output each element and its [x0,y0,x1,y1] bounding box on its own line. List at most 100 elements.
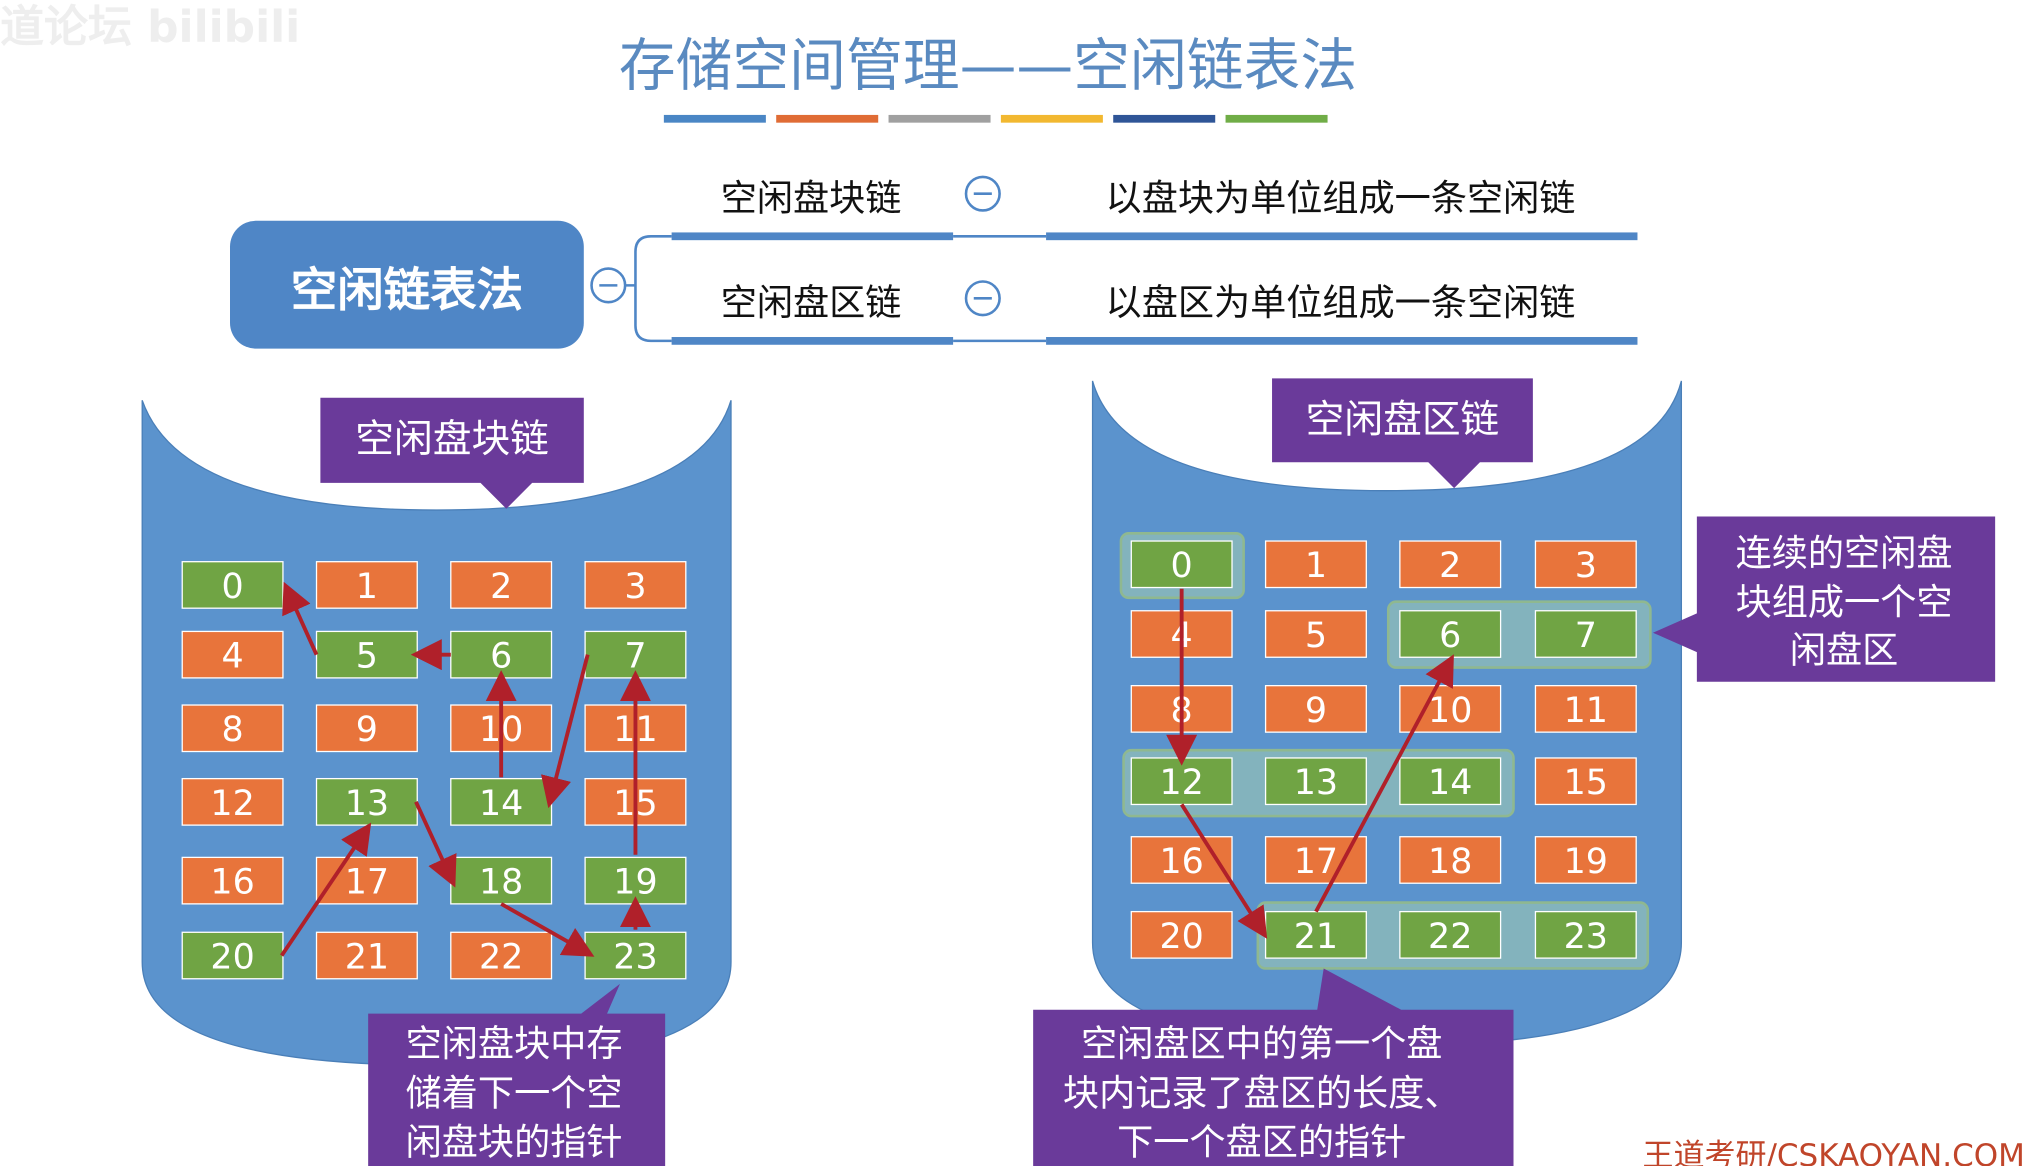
block-number: 14 [1428,763,1472,803]
free-block [1264,757,1367,806]
block-number: 0 [1171,546,1193,586]
title-underline [663,114,1328,123]
block-number: 2 [1439,546,1461,586]
free-block [584,931,687,980]
block-number: 21 [345,937,389,977]
used-block [315,931,418,980]
pointer-arrow [280,822,372,957]
used-block [584,561,687,609]
block-number: 6 [1439,616,1461,656]
block-number: 7 [1575,616,1597,656]
branch-label: 空闲盘区链 [721,281,902,324]
block-number: 22 [479,937,523,977]
page-title: 存储空间管理——空闲链表法 [619,33,1357,99]
watermark: 道论坛 bilibili [0,1,300,52]
block-number: 4 [221,637,243,677]
block-number: 18 [479,863,523,903]
pointer-arrow [1180,803,1268,939]
branch-label: 空闲盘块链 [721,176,902,219]
block-number: 0 [221,567,243,607]
free-block [450,777,553,826]
block-number: 23 [1564,917,1608,957]
mindmap-branch[interactable]: 空闲盘块链 以盘块为单位组成一条空闲链 [671,175,1638,241]
callout-line: 空闲盘块中存 [406,1022,623,1065]
pointer-arrow [414,801,457,888]
mindmap-root-label: 空闲链表法 [291,263,523,317]
used-block [450,931,553,980]
used-block [1534,757,1637,806]
block-number: 3 [624,567,646,607]
free-block [450,856,553,905]
free-block [315,630,418,679]
callout-line: 块内记录了盘区的长度、 [1063,1071,1461,1114]
left-pointer-arrows [280,581,651,957]
block-number: 23 [613,937,657,977]
free-block [1534,910,1637,959]
title-bar-segment [663,114,766,123]
block-number: 13 [1294,763,1338,803]
block-number: 8 [221,710,243,750]
block-number: 14 [479,784,523,824]
callout-line: 闲盘区 [1790,628,1898,671]
mindmap-root[interactable] [230,220,584,349]
block-number: 6 [490,637,512,677]
free-block [315,777,418,826]
title-bar-segment [776,114,879,123]
used-block [1264,836,1367,884]
free-block [181,561,284,609]
side-callout [1652,516,1996,682]
block-number: 9 [1305,691,1327,731]
block-number: 16 [210,863,254,903]
used-block [1264,610,1367,658]
mindmap-branch[interactable]: 空闲盘区链 以盘区为单位组成一条空闲链 [671,280,1638,345]
callout-line: 储着下一个空 [406,1071,623,1114]
block-number: 5 [356,637,378,677]
block-number: 5 [1305,616,1327,656]
pointer-arrow [500,902,595,957]
used-block [1130,910,1233,959]
callout-line: 空闲盘区中的第一个盘 [1081,1022,1442,1065]
block-number: 11 [1564,691,1608,731]
callout-line: 块组成一个空 [1736,581,1953,624]
callout-line: 闲盘块的指针 [406,1120,623,1163]
block-number: 21 [1294,917,1338,957]
free-block [1399,910,1502,959]
block-number: 16 [1159,842,1203,882]
used-block [181,777,284,826]
block-number: 2 [490,567,512,607]
block-number: 7 [624,637,646,677]
left-callout [368,983,666,1166]
block-number: 1 [1305,546,1327,586]
free-block [1534,610,1637,658]
right-pointer-arrows [1166,588,1454,939]
used-block [450,561,553,609]
free-block [1130,540,1233,589]
block-number: 20 [1159,917,1203,957]
right-callout [1033,968,1514,1166]
title-bar-segment [888,114,991,123]
disk-left [141,400,732,1066]
used-block [181,630,284,679]
used-block [1399,540,1502,589]
used-block [1534,540,1637,589]
right-header-callout [1272,378,1533,489]
pointer-arrow [282,581,319,656]
callout-line: 连续的空闲盘 [1736,532,1953,575]
block-number: 22 [1428,917,1472,957]
block-number: 10 [1428,691,1472,731]
block-number: 12 [210,784,254,824]
pointer-arrow [541,654,590,809]
block-number: 3 [1575,546,1597,586]
used-block [1534,685,1637,733]
block-number: 19 [1564,842,1608,882]
used-block [1264,685,1367,733]
used-block [315,561,418,609]
used-block [181,856,284,905]
used-block [181,704,284,753]
free-block [1399,757,1502,806]
block-number: 18 [1428,842,1472,882]
used-block [1534,836,1637,884]
used-block [1264,540,1367,589]
